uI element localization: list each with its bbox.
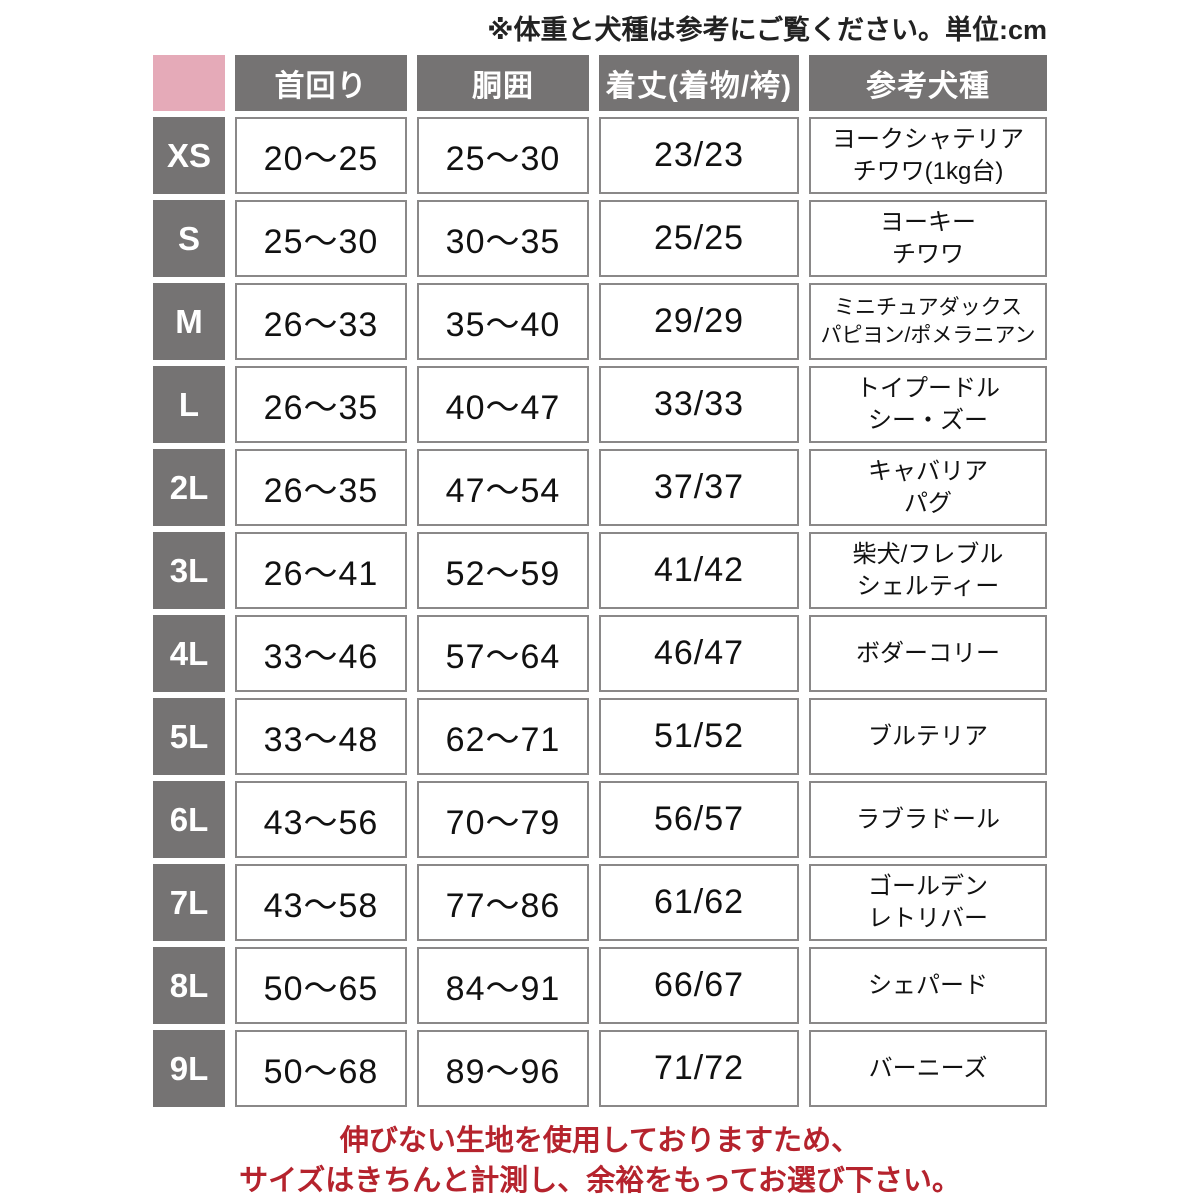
neck-value: 26〜33: [235, 283, 407, 360]
size-table: 首回り 胴囲 着丈(着物/袴) 参考犬種 XS 20〜25 25〜30 23/2…: [153, 55, 1047, 1107]
size-badge: 4L: [153, 615, 225, 692]
table-row-7l: 7L 43〜58 77〜86 61/62 ゴールデン レトリバー: [153, 864, 1047, 941]
table-row-6l: 6L 43〜56 70〜79 56/57 ラブラドール: [153, 781, 1047, 858]
breeds-value: ラブラドール: [809, 781, 1047, 858]
warning-line-2: サイズはきちんと計測し、余裕をもってお選び下さい。: [239, 1165, 961, 1198]
length-value: 33/33: [599, 366, 799, 443]
table-row-3l: 3L 26〜41 52〜59 41/42 柴犬/フレブル シェルティー: [153, 532, 1047, 609]
header-row: 首回り 胴囲 着丈(着物/袴) 参考犬種: [153, 55, 1047, 111]
girth-value: 62〜71: [417, 698, 589, 775]
size-badge: 3L: [153, 532, 225, 609]
neck-value: 50〜65: [235, 947, 407, 1024]
breeds-value: ボダーコリー: [809, 615, 1047, 692]
table-row-s: S 25〜30 30〜35 25/25 ヨーキー チワワ: [153, 200, 1047, 277]
size-badge: 8L: [153, 947, 225, 1024]
girth-value: 52〜59: [417, 532, 589, 609]
col-header-breeds: 参考犬種: [809, 55, 1047, 111]
corner-cell: [153, 55, 225, 111]
girth-value: 89〜96: [417, 1030, 589, 1107]
breeds-value: トイプードル シー・ズー: [809, 366, 1047, 443]
length-value: 37/37: [599, 449, 799, 526]
length-value: 51/52: [599, 698, 799, 775]
girth-value: 25〜30: [417, 117, 589, 194]
neck-value: 26〜35: [235, 366, 407, 443]
girth-value: 84〜91: [417, 947, 589, 1024]
top-note-wrap: ※体重と犬種は参考にご覧ください。単位:cm: [153, 8, 1047, 48]
neck-value: 43〜58: [235, 864, 407, 941]
table-row-2l: 2L 26〜35 47〜54 37/37 キャバリア パグ: [153, 449, 1047, 526]
girth-value: 30〜35: [417, 200, 589, 277]
size-badge: L: [153, 366, 225, 443]
length-value: 46/47: [599, 615, 799, 692]
length-value: 66/67: [599, 947, 799, 1024]
breeds-value: ブルテリア: [809, 698, 1047, 775]
breeds-value: ミニチュアダックス パピヨン/ポメラニアン: [809, 283, 1047, 360]
breeds-value: シェパード: [809, 947, 1047, 1024]
neck-value: 25〜30: [235, 200, 407, 277]
col-header-neck: 首回り: [235, 55, 407, 111]
table-row-m: M 26〜33 35〜40 29/29 ミニチュアダックス パピヨン/ポメラニア…: [153, 283, 1047, 360]
size-badge: 9L: [153, 1030, 225, 1107]
length-value: 25/25: [599, 200, 799, 277]
table-row-4l: 4L 33〜46 57〜64 46/47 ボダーコリー: [153, 615, 1047, 692]
breeds-value: ヨークシャテリア チワワ(1kg台): [809, 117, 1047, 194]
col-header-length: 着丈(着物/袴): [599, 55, 799, 111]
breeds-value: キャバリア パグ: [809, 449, 1047, 526]
neck-value: 20〜25: [235, 117, 407, 194]
size-badge: 2L: [153, 449, 225, 526]
reference-note: ※体重と犬種は参考にご覧ください。単位:cm: [487, 15, 1047, 45]
girth-value: 57〜64: [417, 615, 589, 692]
neck-value: 33〜46: [235, 615, 407, 692]
size-badge: XS: [153, 117, 225, 194]
size-badge: 5L: [153, 698, 225, 775]
girth-value: 40〜47: [417, 366, 589, 443]
table-row-8l: 8L 50〜65 84〜91 66/67 シェパード: [153, 947, 1047, 1024]
neck-value: 50〜68: [235, 1030, 407, 1107]
warning-text: 伸びない生地を使用しておりますため、 サイズはきちんと計測し、余裕をもってお選び…: [0, 1121, 1200, 1200]
girth-value: 70〜79: [417, 781, 589, 858]
neck-value: 26〜35: [235, 449, 407, 526]
size-badge: M: [153, 283, 225, 360]
length-value: 23/23: [599, 117, 799, 194]
breeds-value: ゴールデン レトリバー: [809, 864, 1047, 941]
length-value: 71/72: [599, 1030, 799, 1107]
girth-value: 35〜40: [417, 283, 589, 360]
neck-value: 43〜56: [235, 781, 407, 858]
breeds-value: ヨーキー チワワ: [809, 200, 1047, 277]
col-header-girth: 胴囲: [417, 55, 589, 111]
length-value: 61/62: [599, 864, 799, 941]
girth-value: 47〜54: [417, 449, 589, 526]
length-value: 56/57: [599, 781, 799, 858]
table-row-l: L 26〜35 40〜47 33/33 トイプードル シー・ズー: [153, 366, 1047, 443]
size-badge: 6L: [153, 781, 225, 858]
size-badge: 7L: [153, 864, 225, 941]
neck-value: 33〜48: [235, 698, 407, 775]
neck-value: 26〜41: [235, 532, 407, 609]
length-value: 41/42: [599, 532, 799, 609]
girth-value: 77〜86: [417, 864, 589, 941]
breeds-value: バーニーズ: [809, 1030, 1047, 1107]
breeds-value: 柴犬/フレブル シェルティー: [809, 532, 1047, 609]
table-row-9l: 9L 50〜68 89〜96 71/72 バーニーズ: [153, 1030, 1047, 1107]
warning-line-1: 伸びない生地を使用しておりますため、: [339, 1125, 861, 1157]
table-row-xs: XS 20〜25 25〜30 23/23 ヨークシャテリア チワワ(1kg台): [153, 117, 1047, 194]
table-row-5l: 5L 33〜48 62〜71 51/52 ブルテリア: [153, 698, 1047, 775]
length-value: 29/29: [599, 283, 799, 360]
size-badge: S: [153, 200, 225, 277]
